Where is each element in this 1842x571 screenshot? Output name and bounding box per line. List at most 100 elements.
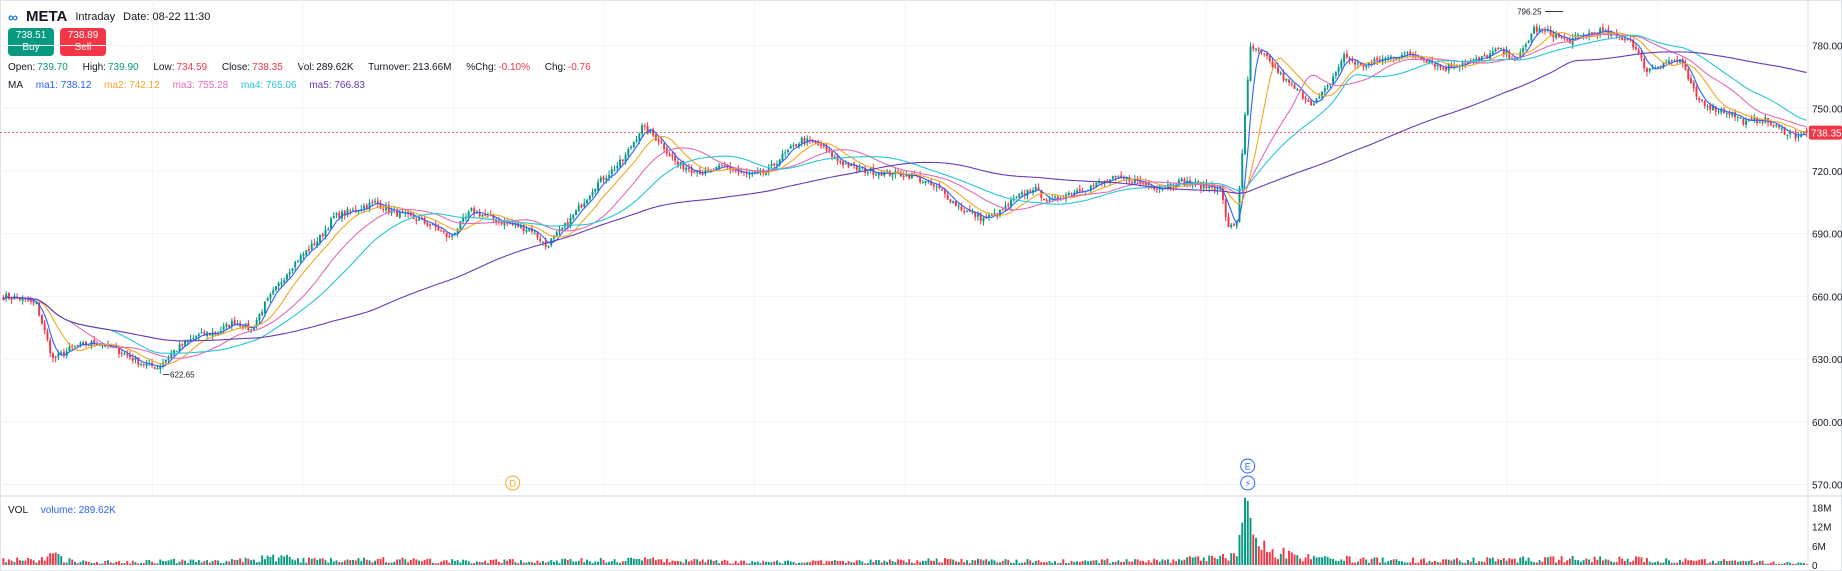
volume-bar [162, 560, 165, 565]
volume-bar [1745, 561, 1748, 565]
candle-body [630, 146, 633, 149]
candle-body [263, 301, 266, 314]
volume-bar [1709, 562, 1712, 565]
turnover-label: Turnover: [368, 62, 411, 73]
volume-bar [726, 560, 729, 565]
volume-bar [1601, 560, 1604, 565]
volume-legend[interactable]: VOL volume: 289.62K [8, 505, 116, 516]
volume-bar [1797, 562, 1800, 565]
volume-bar [586, 559, 588, 565]
volume-tick-label: 18M [1812, 503, 1831, 514]
candle-body [1268, 55, 1271, 61]
volume-bar [1585, 558, 1588, 565]
candle-body [1362, 65, 1365, 67]
flash-marker-icon[interactable]: ⚡ [1240, 475, 1256, 491]
volume-bar [847, 561, 850, 565]
volume-bar [1494, 561, 1497, 565]
candle-body [1491, 51, 1494, 55]
volume-bar [577, 560, 580, 565]
volume-bar [1216, 559, 1219, 565]
volume-bar [1175, 561, 1178, 565]
candle-body [1522, 48, 1525, 52]
mode-label[interactable]: Intraday [75, 10, 116, 23]
candle-body [192, 337, 195, 340]
volume-bar [484, 560, 487, 565]
volume-bar [500, 563, 503, 565]
candle-body [1778, 125, 1781, 128]
candle-body [1648, 68, 1651, 72]
candle-body [288, 271, 291, 275]
volume-bar [748, 563, 751, 565]
volume-bar [671, 560, 674, 565]
candle-body [952, 200, 955, 204]
candle-body [1373, 59, 1376, 64]
candle-body [1095, 182, 1098, 187]
volume-bar [1318, 557, 1321, 565]
volume-bar [1290, 552, 1293, 565]
volume-bar [1384, 562, 1387, 565]
candle-body [5, 293, 8, 299]
volume-bar [1180, 560, 1183, 565]
ma5-label: ma5: 766.83 [309, 80, 365, 91]
volume-bar [1398, 561, 1401, 565]
volume-bar [1381, 557, 1384, 565]
candle-body [1800, 134, 1803, 137]
volume-bar [1772, 561, 1775, 565]
volume-bar [1197, 556, 1200, 565]
volume-bar [1282, 547, 1285, 565]
volume-bar [1048, 561, 1051, 565]
volume-bar [930, 560, 933, 565]
volume-bar [120, 563, 123, 565]
last-price-label: 738.35 [1811, 129, 1842, 140]
candle-body [1461, 62, 1464, 67]
symbol-label[interactable]: META [25, 8, 68, 25]
volume-bar [451, 559, 454, 565]
marker-circle [505, 475, 521, 491]
volume-bar [459, 562, 462, 565]
candle-body [470, 207, 473, 211]
ma-legend[interactable]: MA ma1: 738.12 ma2: 742.12 ma3: 755.28 m… [8, 80, 375, 91]
volume-bar [404, 559, 407, 565]
candle-body [599, 177, 602, 182]
volume-bar [704, 562, 707, 565]
dividend-marker-icon[interactable]: D [505, 475, 521, 491]
earnings-marker-icon[interactable]: E [1240, 458, 1256, 474]
low-value: 734.59 [176, 62, 208, 73]
candle-body [1513, 59, 1516, 61]
candle-body [866, 171, 869, 174]
volume-bar [1734, 560, 1737, 565]
volume-bar [506, 560, 509, 565]
volume-bar [1414, 562, 1417, 565]
volume-bar [965, 560, 968, 565]
candle-body [233, 320, 236, 325]
candle-body [547, 246, 550, 248]
volume-bar [247, 558, 250, 565]
buy-button[interactable]: 738.51 Buy [8, 28, 54, 56]
candle-body [1469, 60, 1472, 62]
candle-body [1417, 56, 1420, 58]
candle-body [272, 290, 275, 294]
volume-bar [71, 559, 74, 565]
volume-bar [1279, 553, 1282, 565]
volume-bar [1445, 559, 1447, 565]
volume-bar [1568, 558, 1571, 565]
volume-bar [1018, 563, 1021, 565]
volume-bar [880, 562, 883, 565]
candle-body [371, 201, 374, 203]
volume-bar [789, 561, 792, 565]
volume-bar [1359, 558, 1362, 565]
volume-bar [553, 561, 555, 565]
volume-bar [393, 561, 396, 565]
volume-bar [1307, 554, 1310, 565]
volume-bar [690, 560, 693, 565]
candle-body [1500, 48, 1502, 50]
candle-body [1177, 179, 1180, 186]
volume-bar [1648, 561, 1651, 565]
volume-bar [1538, 560, 1541, 565]
volume-bar [1252, 534, 1255, 565]
volume-bar [440, 561, 443, 565]
candle-body [1524, 44, 1527, 48]
sell-button[interactable]: 738.89 Sell [60, 28, 106, 56]
candle-body [7, 292, 10, 299]
